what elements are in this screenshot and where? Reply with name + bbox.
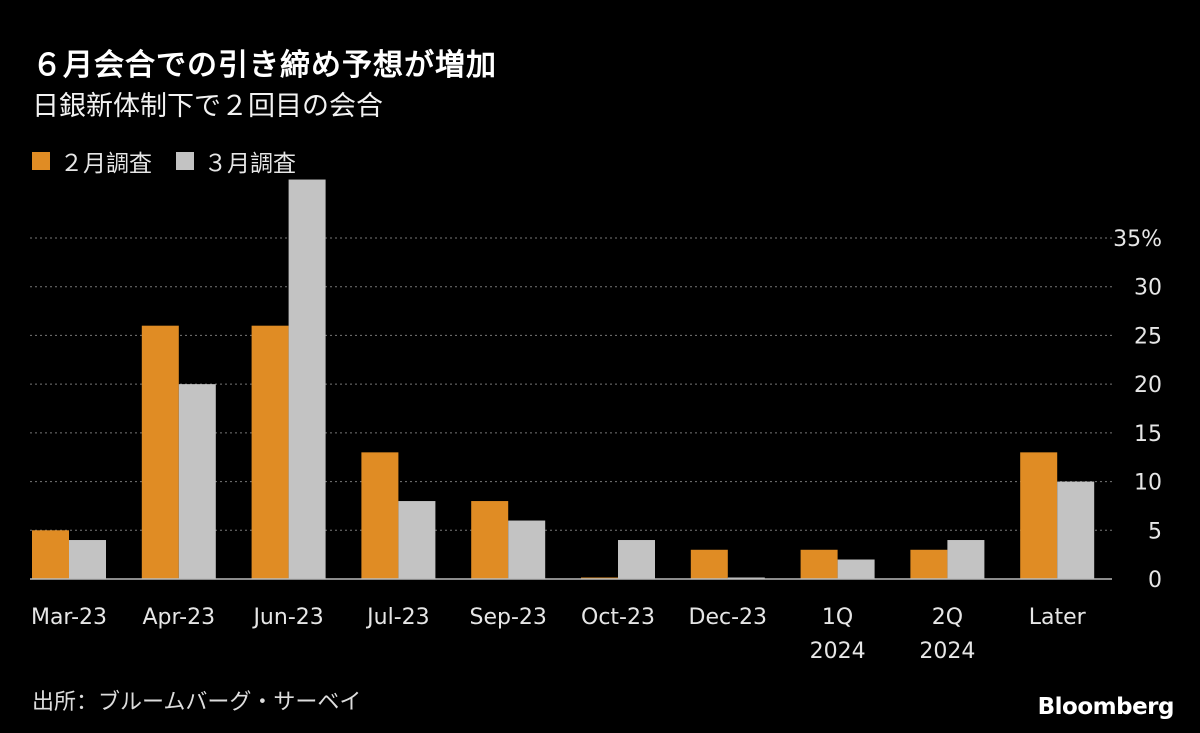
bar: [141, 325, 179, 579]
bar: [800, 549, 838, 579]
x-tick-label: Apr-23: [143, 605, 216, 630]
bar: [690, 549, 728, 579]
bar: [618, 540, 655, 579]
bar: [69, 540, 106, 579]
bar: [398, 501, 436, 579]
bloomberg-logo: Bloomberg: [1037, 694, 1175, 720]
bar: [251, 325, 289, 579]
y-tick-label: 0: [1148, 568, 1162, 593]
bar: [1020, 452, 1058, 579]
x-tick-label: Oct-23: [581, 605, 655, 630]
y-tick-label: 20: [1134, 373, 1162, 398]
y-tick-label: 30: [1134, 276, 1162, 301]
x-tick-label: 1Q: [822, 605, 853, 630]
legend-swatch-feb: [32, 152, 50, 170]
source-note: 出所：ブルームバーグ・サーベイ: [32, 690, 362, 715]
bar: [178, 384, 216, 579]
y-tick-label: 35%: [1113, 227, 1162, 252]
chart-subtitle: 日銀新体制下で２回目の会合: [32, 91, 383, 122]
x-tick-label: 2Q: [932, 605, 963, 630]
x-tick-label: 2024: [919, 639, 975, 664]
bar: [361, 452, 399, 579]
bar: [288, 179, 326, 580]
y-tick-label: 15: [1134, 422, 1162, 447]
chart-title: ６月会合での引き締め予想が増加: [32, 48, 497, 83]
legend: ２月調査 ３月調査: [32, 144, 296, 178]
bar: [471, 501, 509, 579]
bar: [837, 559, 875, 579]
x-tick-label: 2024: [810, 639, 866, 664]
x-tick-label: Jul-23: [365, 605, 429, 630]
x-tick-label: Later: [1029, 605, 1087, 630]
legend-label-mar: ３月調査: [204, 151, 296, 177]
x-tick-label: Dec-23: [689, 605, 768, 630]
bar: [508, 520, 546, 579]
x-tick-label: Sep-23: [469, 605, 546, 630]
y-tick-label: 25: [1134, 324, 1162, 349]
legend-label-feb: ２月調査: [60, 151, 152, 177]
legend-swatch-mar: [176, 152, 194, 170]
bar: [32, 530, 69, 579]
x-tick-label: Mar-23: [31, 605, 107, 630]
bar: [1057, 481, 1095, 579]
bar: [910, 549, 948, 579]
x-tick-label: Jun-23: [251, 605, 323, 630]
y-tick-label: 10: [1134, 471, 1162, 496]
y-tick-label: 5: [1148, 519, 1162, 544]
bar: [947, 540, 985, 579]
